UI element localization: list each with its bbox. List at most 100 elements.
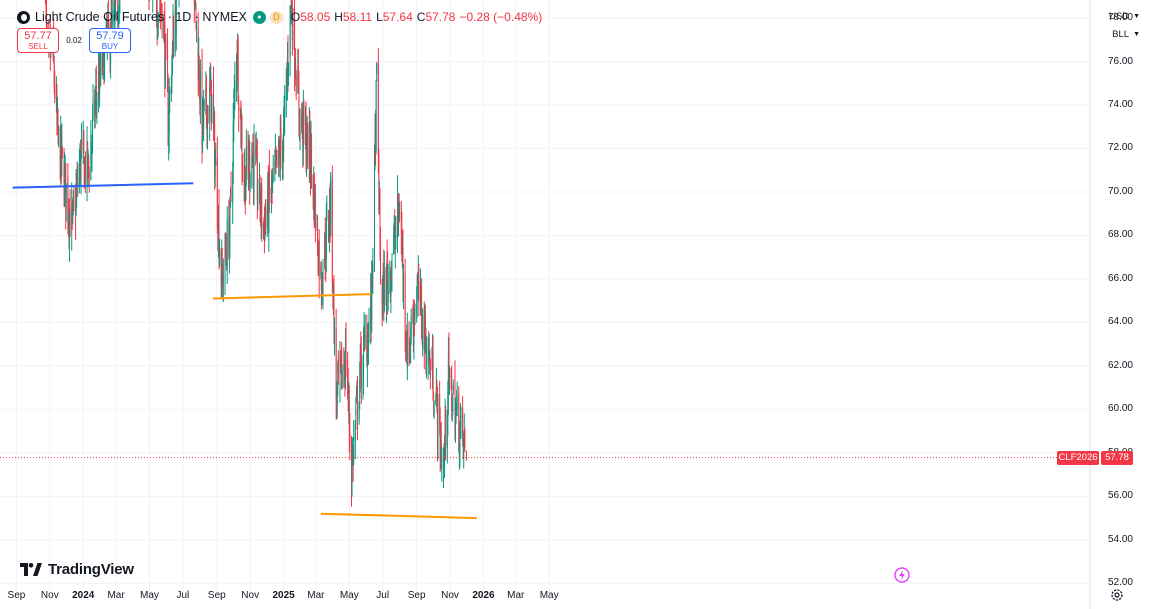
candle-body — [389, 270, 391, 277]
orange-trendline — [212, 293, 372, 300]
tradingview-logo[interactable]: TradingView — [20, 561, 134, 578]
candle-body — [377, 62, 379, 157]
candle-body — [100, 51, 102, 78]
unit-selector[interactable]: BLL ▼ — [1112, 29, 1140, 40]
candle-body — [381, 288, 383, 307]
buy-button[interactable]: 57.79 BUY — [89, 28, 131, 53]
candle-body — [373, 147, 375, 258]
candle-body — [432, 350, 434, 377]
candle-body — [364, 331, 366, 338]
candle-body — [458, 449, 460, 459]
candle-body — [363, 336, 365, 381]
candle-body — [348, 400, 350, 431]
candle-body — [371, 261, 373, 272]
open-label: O — [290, 10, 301, 24]
candle-body — [274, 153, 276, 159]
candle-body — [199, 100, 201, 105]
candle-body — [422, 308, 424, 350]
candle-body — [174, 8, 176, 52]
gear-icon[interactable] — [1110, 588, 1124, 602]
candle-body — [380, 242, 382, 284]
flash-icon[interactable] — [894, 567, 910, 583]
candle-body — [294, 8, 296, 70]
candle-body — [65, 183, 67, 203]
price-tick-label: 78.00 — [1107, 12, 1133, 24]
candle-body — [427, 346, 429, 364]
candle-body — [203, 99, 205, 104]
price-tick-label: 54.00 — [1107, 533, 1133, 545]
candle-body — [286, 76, 288, 80]
candle-body — [309, 123, 311, 165]
candle-body — [352, 451, 354, 461]
candle-body — [368, 322, 370, 330]
candle-body — [391, 259, 393, 274]
candle-body — [349, 432, 351, 443]
candle-body — [226, 263, 228, 270]
candle-body — [387, 276, 389, 302]
symbol-title[interactable]: Light Crude Oil Futures · 1D · NYMEX — [35, 10, 247, 24]
price-tick-label: 68.00 — [1107, 229, 1133, 241]
candle-body — [56, 112, 58, 123]
candle-body — [291, 7, 293, 41]
candle-body — [459, 415, 461, 430]
candle-body — [90, 141, 92, 180]
candle-body — [305, 119, 307, 164]
candle-body — [314, 187, 316, 226]
candle-body — [217, 234, 219, 242]
candle-body — [115, 0, 117, 14]
candle-body — [272, 168, 274, 170]
candle-body — [222, 276, 224, 282]
candle-body — [459, 427, 461, 454]
sell-button[interactable]: 57.77 SELL — [17, 28, 59, 53]
candle-body — [341, 370, 343, 389]
unit-label: BLL — [1112, 29, 1130, 40]
candle-body — [320, 264, 322, 275]
candle-body — [237, 47, 239, 74]
candle-body — [359, 379, 361, 399]
candle-body — [165, 39, 167, 49]
candle-body — [406, 330, 408, 370]
candle-body — [359, 351, 361, 377]
candle-body — [78, 165, 80, 186]
brand-name: TradingView — [48, 561, 134, 578]
candle-body — [425, 337, 427, 370]
candle-body — [95, 86, 97, 94]
time-tick-label: May — [539, 590, 559, 601]
candle-body — [465, 451, 467, 458]
currency-selector[interactable]: USD ▼ — [1109, 11, 1140, 22]
candle-body — [79, 149, 81, 174]
delayed-data-badge[interactable]: D — [269, 10, 283, 24]
candle-body — [55, 95, 57, 99]
candle-body — [436, 399, 438, 444]
candle-body — [252, 154, 254, 186]
chart-legend: Light Crude Oil Futures · 1D · NYMEX ● D… — [17, 8, 542, 26]
candle-body — [374, 131, 376, 151]
candle-body — [279, 135, 281, 172]
candle-body — [107, 15, 109, 29]
candle-body — [318, 245, 320, 274]
candle-body — [308, 126, 310, 163]
buy-price: 57.79 — [96, 30, 124, 42]
candle-body — [268, 175, 270, 233]
candle-body — [401, 228, 403, 251]
chevron-down-icon: ▼ — [1133, 31, 1140, 38]
candle-body — [354, 423, 356, 441]
candle-body — [390, 271, 392, 297]
candle-body — [394, 234, 396, 249]
tradingview-logo-icon — [20, 563, 42, 576]
candle-body — [441, 459, 443, 462]
candle-body — [328, 217, 329, 232]
candle-body — [445, 409, 447, 446]
candle-body — [350, 446, 352, 489]
candle-body — [332, 283, 334, 299]
candle-body — [378, 192, 380, 214]
candle-body — [278, 139, 280, 165]
candle-body — [414, 310, 416, 318]
candle-body — [446, 414, 448, 448]
candle-body — [259, 175, 261, 212]
price-tick-label: 56.00 — [1107, 490, 1133, 502]
candle-body — [428, 340, 430, 365]
candle-body — [329, 203, 331, 223]
candle-body — [314, 192, 316, 228]
